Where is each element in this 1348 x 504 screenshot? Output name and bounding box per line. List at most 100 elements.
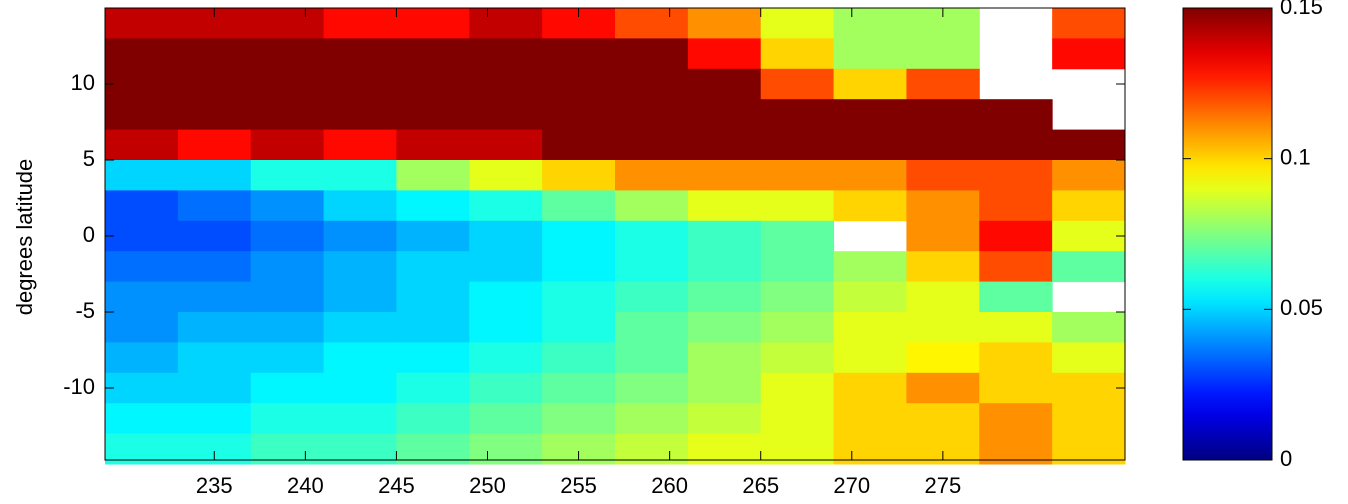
heat-cell <box>105 312 179 343</box>
heat-cell <box>177 342 252 374</box>
heat-cell <box>760 68 835 100</box>
heat-cell <box>833 281 907 313</box>
heat-cell <box>396 129 470 161</box>
heat-cell <box>687 433 762 465</box>
heat-cell <box>979 372 1053 404</box>
heat-cell <box>323 220 397 252</box>
heat-cell <box>833 38 907 70</box>
heat-cell <box>687 342 762 374</box>
heat-cell <box>105 281 179 313</box>
heat-cell <box>542 220 616 252</box>
heat-cell <box>615 38 689 70</box>
heat-cell <box>906 129 980 161</box>
heat-cell <box>615 190 689 222</box>
y-tick-label: -10 <box>63 374 95 399</box>
heat-cell <box>469 220 543 252</box>
heat-cell <box>1052 220 1126 252</box>
heat-cell <box>105 251 179 283</box>
heat-cell <box>542 251 616 283</box>
heat-cell <box>760 129 835 161</box>
heat-cell <box>979 99 1053 131</box>
y-tick-label: 5 <box>83 146 95 171</box>
heat-cell <box>979 190 1053 222</box>
heat-cell <box>687 403 762 435</box>
heat-cell <box>542 68 616 100</box>
heat-cell <box>105 403 179 435</box>
heat-cell <box>396 433 470 465</box>
heat-cell <box>250 220 325 252</box>
heat-cell <box>469 160 543 191</box>
heat-cell <box>906 251 980 283</box>
heat-cell <box>1052 342 1126 374</box>
heat-cell <box>615 8 689 39</box>
heat-cell <box>1052 8 1126 39</box>
heat-cell <box>396 372 470 404</box>
heat-cell <box>687 38 762 70</box>
heat-cell <box>906 220 980 252</box>
heat-cell <box>760 433 835 465</box>
heat-cell <box>906 68 980 100</box>
heat-cell <box>979 403 1053 435</box>
heat-cell <box>1052 251 1126 283</box>
x-tick-label: 270 <box>833 473 870 498</box>
heat-cell <box>542 403 616 435</box>
heat-cell <box>906 190 980 222</box>
heat-cell <box>323 160 397 191</box>
heat-cell <box>979 342 1053 374</box>
heat-cell <box>760 312 835 343</box>
heat-cell <box>760 251 835 283</box>
heat-cell <box>396 281 470 313</box>
heat-cell <box>1052 312 1126 343</box>
heat-cell <box>250 312 325 343</box>
heat-cell <box>906 403 980 435</box>
heat-cell <box>833 251 907 283</box>
heat-cell <box>542 312 616 343</box>
heat-cell <box>833 99 907 131</box>
heat-cell <box>542 38 616 70</box>
y-axis-label: degrees latitude <box>12 159 37 316</box>
heat-cell <box>615 433 689 465</box>
heat-cell <box>469 312 543 343</box>
heat-cell <box>323 68 397 100</box>
heat-cell <box>250 8 325 39</box>
heat-cell <box>833 342 907 374</box>
heat-cell <box>396 99 470 131</box>
heat-cell <box>250 281 325 313</box>
heat-cell <box>760 160 835 191</box>
heat-cell <box>833 433 907 465</box>
heat-cell <box>615 251 689 283</box>
heat-cell <box>833 68 907 100</box>
heat-cell <box>760 38 835 70</box>
heat-cell <box>760 220 835 252</box>
heat-cell <box>105 372 179 404</box>
heat-cell <box>687 251 762 283</box>
heat-cell <box>687 372 762 404</box>
heat-cell <box>250 68 325 100</box>
heat-cell <box>1052 403 1126 435</box>
heat-cell <box>1052 372 1126 404</box>
heat-cell <box>979 433 1053 465</box>
heat-cell <box>396 8 470 39</box>
plot-frame <box>104 7 1126 461</box>
heat-cell <box>469 433 543 465</box>
heat-cell <box>687 68 762 100</box>
colorbar-tick-label: 0 <box>1280 446 1292 471</box>
y-tick-label: 10 <box>71 70 95 95</box>
heat-cell <box>105 38 179 70</box>
heat-cell <box>323 403 397 435</box>
heat-cell <box>105 68 179 100</box>
heat-cell <box>177 190 252 222</box>
heat-cell <box>469 403 543 435</box>
heat-cell <box>687 281 762 313</box>
heat-cell <box>542 190 616 222</box>
heat-cell <box>177 38 252 70</box>
x-tick-label: 260 <box>651 473 688 498</box>
heat-cell <box>906 342 980 374</box>
heat-cell <box>323 312 397 343</box>
colorbar-tick-label: 0.1 <box>1280 144 1311 169</box>
heat-cell <box>105 220 179 252</box>
heat-cell <box>177 129 252 161</box>
heat-cell <box>469 99 543 131</box>
heat-cell <box>760 99 835 131</box>
heat-cell <box>906 312 980 343</box>
